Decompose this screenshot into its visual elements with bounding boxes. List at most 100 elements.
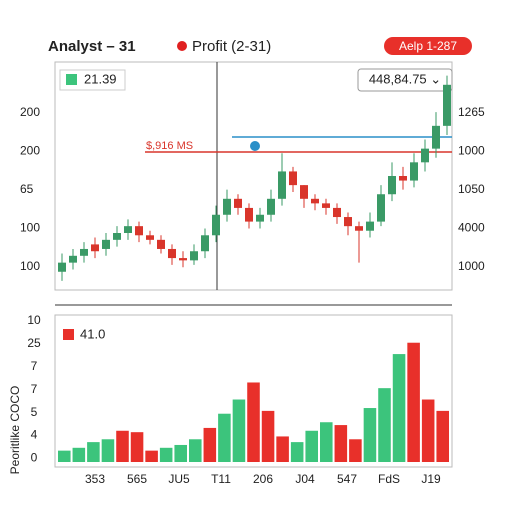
candle-body	[256, 214, 264, 222]
candle-body	[190, 251, 198, 261]
bar	[363, 408, 377, 462]
candle-body	[432, 125, 440, 149]
bar	[421, 399, 435, 462]
legend-swatch	[66, 74, 77, 85]
bar	[159, 447, 173, 462]
bar	[305, 430, 318, 462]
candle-body	[366, 221, 374, 231]
candle-body	[91, 244, 99, 252]
y-tick-label: 10	[27, 313, 41, 327]
bar	[378, 388, 391, 462]
bar	[290, 442, 304, 462]
candle-body	[113, 233, 121, 240]
candle-body	[223, 198, 231, 215]
bottom-frame	[54, 314, 453, 468]
y-tick-label: 65	[20, 182, 34, 196]
candle-body	[69, 255, 77, 263]
bar	[189, 439, 202, 462]
candle-body	[58, 262, 66, 272]
bar	[407, 342, 420, 462]
bar	[101, 439, 115, 462]
x-tick-label: 353	[85, 472, 105, 486]
candle-body	[201, 235, 209, 252]
y2-tick-label: 1265	[458, 105, 485, 119]
bar	[436, 410, 449, 462]
candle-body	[157, 239, 165, 249]
title: Analyst – 31	[48, 38, 136, 55]
price-box[interactable]	[357, 68, 453, 92]
x-tick-label: 206	[253, 472, 273, 486]
y-tick-label: 100	[20, 221, 40, 235]
bar	[232, 399, 246, 462]
candle-body	[421, 148, 429, 163]
y-tick-label: 4	[31, 428, 38, 442]
x-tick-label: JU5	[168, 472, 190, 486]
candle-body	[212, 214, 220, 236]
bar	[320, 422, 333, 462]
legend-label: Profit (2-31)	[192, 38, 271, 55]
candle-body	[245, 207, 253, 222]
bar	[218, 413, 231, 462]
legend-value-2: 41.0	[80, 326, 105, 341]
candle-body	[179, 258, 187, 261]
candle-body	[289, 171, 297, 186]
bar	[116, 430, 129, 462]
y-tick-label: 0	[31, 451, 38, 465]
line-label: $,916 MS	[146, 140, 193, 152]
bar	[130, 432, 144, 462]
candle-body	[399, 176, 407, 181]
candle-body	[102, 239, 110, 249]
y-tick-label: 200	[20, 144, 40, 158]
candle-body	[443, 84, 451, 126]
y2-tick-label: 1050	[458, 182, 485, 196]
x-tick-label: J04	[295, 472, 315, 486]
bar	[203, 427, 217, 462]
candle-body	[168, 248, 176, 259]
legend-dot	[177, 41, 187, 51]
x-tick-label: J19	[421, 472, 441, 486]
y-tick-label: 100	[20, 259, 40, 273]
top-frame	[54, 61, 453, 291]
x-tick-label: 565	[127, 472, 147, 486]
candle-body	[388, 176, 396, 195]
badge	[384, 37, 472, 55]
candle-body	[300, 185, 308, 199]
bar	[349, 439, 362, 462]
candle-body	[355, 226, 363, 231]
candle-body	[80, 248, 88, 256]
candle-body	[333, 207, 341, 218]
bar	[276, 436, 289, 462]
candle-body	[278, 171, 286, 199]
y-tick-label: 7	[31, 382, 38, 396]
bar	[72, 447, 86, 462]
y-tick-label: 25	[27, 336, 41, 350]
bar	[261, 410, 275, 462]
candle-body	[322, 203, 330, 208]
candle-body	[344, 217, 352, 227]
legend-value: 21.39	[84, 71, 117, 86]
candle-body	[267, 198, 275, 215]
y2-tick-label: 1000	[458, 259, 485, 273]
price-text: 448,84.75 ⌄	[369, 71, 441, 86]
candle-body	[410, 162, 418, 181]
marker	[250, 141, 260, 151]
y2-tick-label: 1000	[458, 144, 485, 158]
candle-body	[234, 198, 242, 208]
x-tick-label: FdS	[378, 472, 400, 486]
candle-body	[377, 194, 385, 222]
bar	[174, 444, 187, 462]
bar	[145, 450, 158, 462]
y-label: Peoritlike COCO	[8, 386, 22, 475]
y2-tick-label: 4000	[458, 221, 485, 235]
candle-body	[124, 226, 132, 233]
x-tick-label: 547	[337, 472, 357, 486]
bar	[392, 354, 406, 462]
bar	[87, 442, 100, 462]
x-tick-label: T11	[211, 472, 231, 486]
bar	[58, 450, 71, 462]
y-tick-label: 5	[31, 405, 38, 419]
y-tick-label: 200	[20, 105, 40, 119]
candle-body	[135, 226, 143, 236]
bar	[334, 425, 348, 462]
